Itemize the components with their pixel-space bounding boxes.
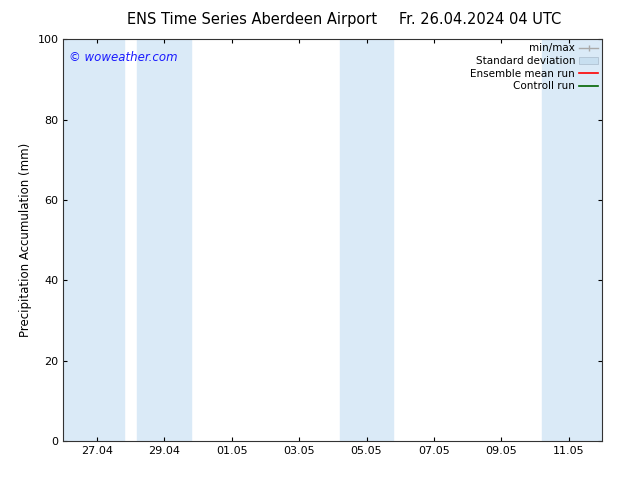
- Bar: [340, 39, 394, 441]
- Text: Fr. 26.04.2024 04 UTC: Fr. 26.04.2024 04 UTC: [399, 12, 562, 27]
- Text: © woweather.com: © woweather.com: [68, 51, 178, 64]
- Legend: min/max, Standard deviation, Ensemble mean run, Controll run: min/max, Standard deviation, Ensemble me…: [469, 41, 600, 93]
- Y-axis label: Precipitation Accumulation (mm): Precipitation Accumulation (mm): [19, 143, 32, 337]
- Text: ENS Time Series Aberdeen Airport: ENS Time Series Aberdeen Airport: [127, 12, 377, 27]
- Bar: [138, 39, 191, 441]
- Bar: [63, 39, 124, 441]
- Bar: [541, 39, 602, 441]
